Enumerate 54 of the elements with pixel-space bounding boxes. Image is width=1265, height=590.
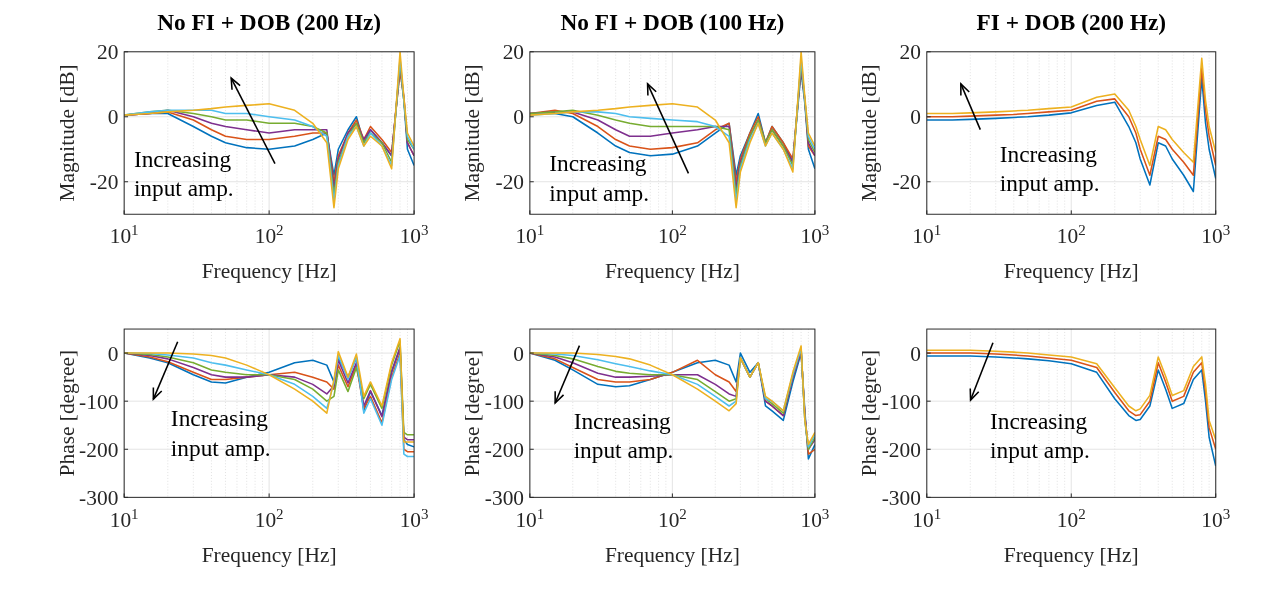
x-tick-label: 10$^{3}$ (399, 222, 429, 249)
x-tick-label: 10$^{3}$ (1201, 505, 1231, 532)
y-tick-label: -20 (89, 170, 119, 195)
annotation: Increasing input amp. (999, 140, 1100, 196)
y-tick-label: -200 (881, 437, 921, 462)
y-tick-label: 20 (899, 40, 921, 65)
y-tick-label: 0 (513, 341, 525, 366)
x-tick-label: 10$^{3}$ (800, 505, 830, 532)
x-tick-label: 10$^{1}$ (109, 222, 139, 249)
chart-title: FI + DOB (200 Hz) (976, 9, 1167, 36)
y-tick-label: 0 (513, 105, 525, 130)
y-axis-title: Phase [degree] (460, 349, 485, 477)
annotation: Increasing input amp. (133, 145, 234, 201)
y-tick-label: 0 (910, 105, 921, 130)
y-tick-label: -200 (79, 437, 119, 462)
x-axis-title: Frequency [Hz] (1003, 259, 1139, 284)
y-tick-label: 20 (96, 40, 119, 65)
x-axis-title: Frequency [Hz] (201, 542, 337, 567)
y-tick-label: -100 (79, 389, 119, 414)
y-axis-title: Magnitude [dB] (460, 64, 485, 202)
y-tick-label: -20 (495, 170, 525, 195)
annotation: Increasing input amp. (170, 405, 271, 461)
y-tick-label: 0 (107, 341, 119, 366)
x-tick-label: 10$^{2}$ (254, 505, 284, 532)
x-tick-label: 10$^{1}$ (515, 222, 545, 249)
chart-title: No FI + DOB (100 Hz) (560, 9, 785, 36)
y-tick-label: 20 (502, 40, 525, 65)
y-axis-title: Phase [degree] (857, 349, 882, 477)
annotation: Increasing input amp. (549, 150, 650, 206)
y-tick-label: 0 (910, 341, 921, 366)
x-tick-label: 10$^{2}$ (254, 222, 284, 249)
x-tick-label: 10$^{2}$ (1056, 505, 1086, 532)
annotation: Increasing input amp. (573, 408, 674, 464)
x-axis-title: Frequency [Hz] (201, 259, 337, 284)
y-tick-label: -200 (484, 437, 525, 462)
x-tick-label: 10$^{2}$ (657, 505, 687, 532)
y-axis-title: Magnitude [dB] (54, 64, 79, 202)
y-tick-label: -100 (881, 389, 921, 414)
x-axis-title: Frequency [Hz] (1003, 542, 1139, 567)
x-tick-label: 10$^{2}$ (1056, 222, 1086, 249)
chart-title: No FI + DOB (200 Hz) (157, 9, 382, 36)
y-axis-title: Magnitude [dB] (857, 64, 882, 202)
y-tick-label: -100 (484, 389, 525, 414)
x-tick-label: 10$^{1}$ (912, 222, 942, 249)
x-tick-label: 10$^{2}$ (657, 222, 687, 249)
x-tick-label: 10$^{3}$ (1201, 222, 1231, 249)
y-tick-label: 0 (107, 105, 119, 130)
x-tick-label: 10$^{3}$ (399, 505, 429, 532)
y-axis-title: Phase [degree] (54, 349, 79, 477)
annotation: Increasing input amp. (990, 408, 1090, 464)
y-tick-label: -20 (892, 170, 921, 195)
x-tick-label: 10$^{3}$ (800, 222, 830, 249)
x-axis-title: Frequency [Hz] (604, 259, 740, 284)
x-axis-title: Frequency [Hz] (604, 542, 740, 567)
